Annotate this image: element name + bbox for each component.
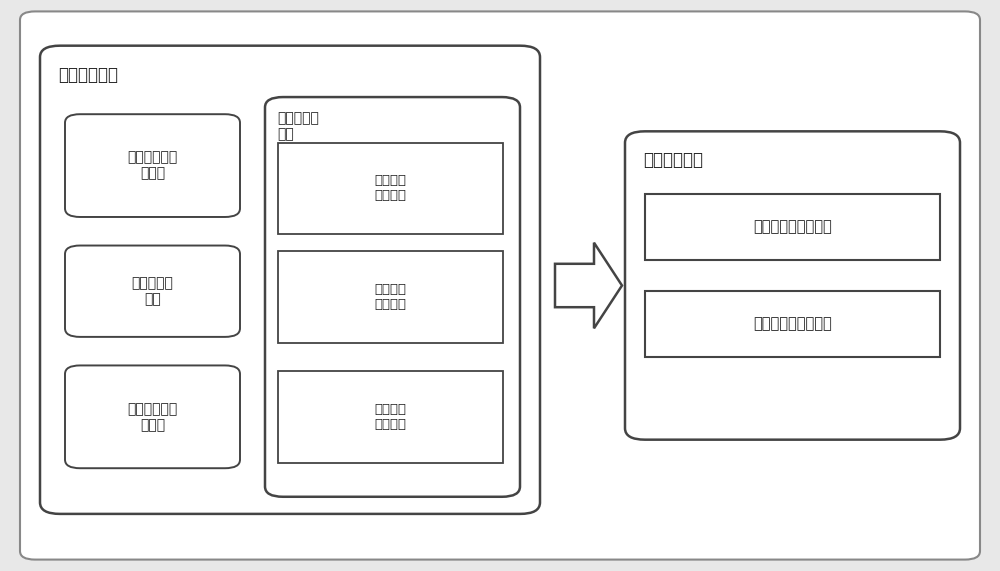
FancyBboxPatch shape [278, 143, 503, 234]
Text: 场站管理模块: 场站管理模块 [58, 66, 118, 84]
FancyBboxPatch shape [65, 114, 240, 217]
Text: 场站基本
信息单元: 场站基本 信息单元 [374, 174, 406, 203]
FancyBboxPatch shape [65, 365, 240, 468]
Text: 用户取车模块: 用户取车模块 [643, 151, 703, 170]
Text: 新增合作场站
子模块: 新增合作场站 子模块 [127, 151, 178, 180]
FancyBboxPatch shape [20, 11, 980, 560]
FancyBboxPatch shape [645, 194, 940, 260]
FancyBboxPatch shape [625, 131, 960, 440]
FancyBboxPatch shape [40, 46, 540, 514]
FancyBboxPatch shape [65, 246, 240, 337]
FancyBboxPatch shape [645, 291, 940, 357]
FancyBboxPatch shape [278, 251, 503, 343]
Text: 场站编辑子
模块: 场站编辑子 模块 [132, 276, 173, 306]
FancyBboxPatch shape [278, 371, 503, 463]
Text: 场站停止合作
子模块: 场站停止合作 子模块 [127, 402, 178, 432]
Polygon shape [555, 243, 622, 328]
Text: 第一减少超停于模块: 第一减少超停于模块 [753, 219, 832, 235]
Text: 属性配置子
模块: 属性配置子 模块 [277, 111, 319, 142]
Text: 场站超停
策略单元: 场站超停 策略单元 [374, 403, 406, 431]
Text: 场站收费
规则单元: 场站收费 规则单元 [374, 283, 406, 311]
Text: 第二减少超停于模块: 第二减少超停于模块 [753, 316, 832, 332]
FancyBboxPatch shape [265, 97, 520, 497]
